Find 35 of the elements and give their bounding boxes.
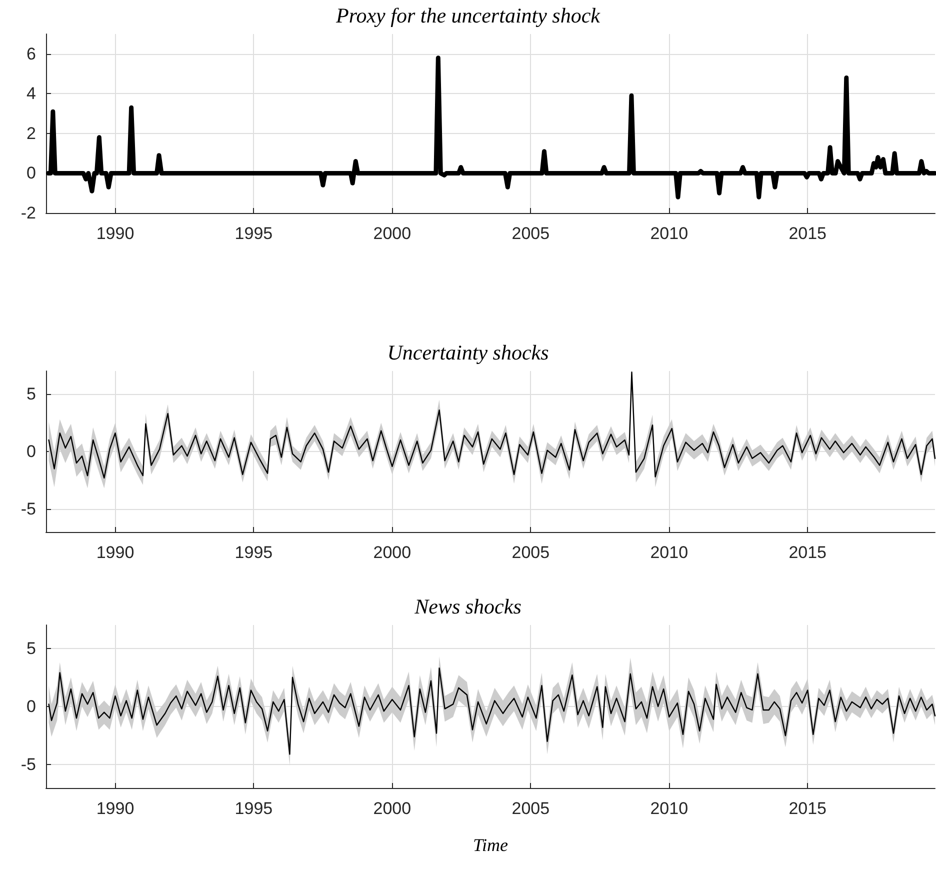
x-tick-label: 2000 (373, 224, 412, 243)
chart-title: News shocks (414, 594, 522, 618)
y-tick-label: 4 (26, 84, 36, 104)
x-tick-label: 2015 (788, 799, 827, 818)
line-series (48, 667, 936, 755)
y-tick-label: 5 (26, 638, 36, 658)
x-axis-title: Time (472, 835, 508, 855)
x-tick-label: 2005 (512, 543, 550, 562)
x-tick-label: 2000 (373, 799, 412, 818)
x-tick-label: 2015 (788, 224, 827, 243)
line-series (46, 56, 936, 200)
y-tick-label: 0 (26, 442, 36, 461)
x-tick-label: 1995 (234, 799, 273, 818)
y-tick-label: 5 (26, 384, 36, 404)
y-tick-label: 6 (26, 44, 36, 64)
x-tick-label: 1995 (234, 224, 273, 243)
x-tick-label: 1990 (96, 224, 134, 243)
y-tick-label: -5 (20, 500, 36, 518)
x-tick-label: 2010 (650, 799, 688, 818)
y-tick-label: 0 (26, 697, 36, 716)
y-tick-label: 0 (26, 164, 36, 183)
x-tick-label: 2005 (512, 799, 550, 818)
y-tick-label: 2 (26, 124, 36, 143)
x-tick-label: 2000 (373, 543, 412, 562)
x-tick-label: 2005 (512, 224, 550, 243)
chart-title: Proxy for the uncertainty shock (335, 4, 601, 28)
x-tick-label: 2010 (650, 543, 688, 562)
x-tick-label: 2015 (788, 543, 827, 562)
x-tick-label: 2010 (650, 224, 688, 243)
chart-title: Uncertainty shocks (387, 340, 549, 364)
y-tick-label: -2 (20, 204, 36, 222)
x-tick-label: 1990 (96, 799, 134, 818)
x-tick-label: 1995 (234, 543, 273, 562)
y-tick-label: -5 (20, 755, 36, 774)
x-tick-label: 1990 (96, 543, 134, 562)
